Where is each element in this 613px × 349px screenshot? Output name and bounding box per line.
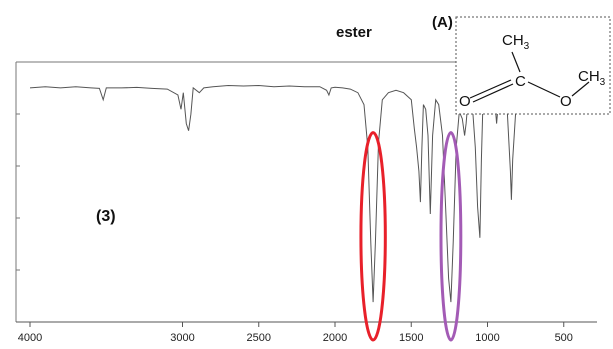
y-axis-ticks: [16, 114, 20, 270]
x-tick-label: 1000: [475, 332, 499, 344]
x-tick-label: 2000: [323, 332, 347, 344]
x-tick-label: 1500: [399, 332, 423, 344]
carbonyl-oxygen-text: O: [459, 93, 471, 110]
ester-label: ester: [336, 24, 372, 41]
panel-number-label: (3): [96, 208, 116, 225]
x-axis-ticks: 4000 3000 2500 2000 1500 1000 500: [18, 322, 573, 344]
carbonyl-peak-highlight: [361, 133, 385, 340]
methyl-acetate-structure: CH3 C O O CH3: [456, 17, 610, 114]
ester-oxygen-text: O: [560, 93, 572, 110]
x-tick-label: 2500: [247, 332, 271, 344]
x-tick-label: 3000: [170, 332, 194, 344]
structure-label: (A): [432, 14, 453, 31]
c-o-stretch-peak-highlight: [441, 133, 461, 340]
carbonyl-carbon-text: C: [515, 73, 526, 90]
x-tick-label: 500: [555, 332, 573, 344]
x-tick-label: 4000: [18, 332, 42, 344]
